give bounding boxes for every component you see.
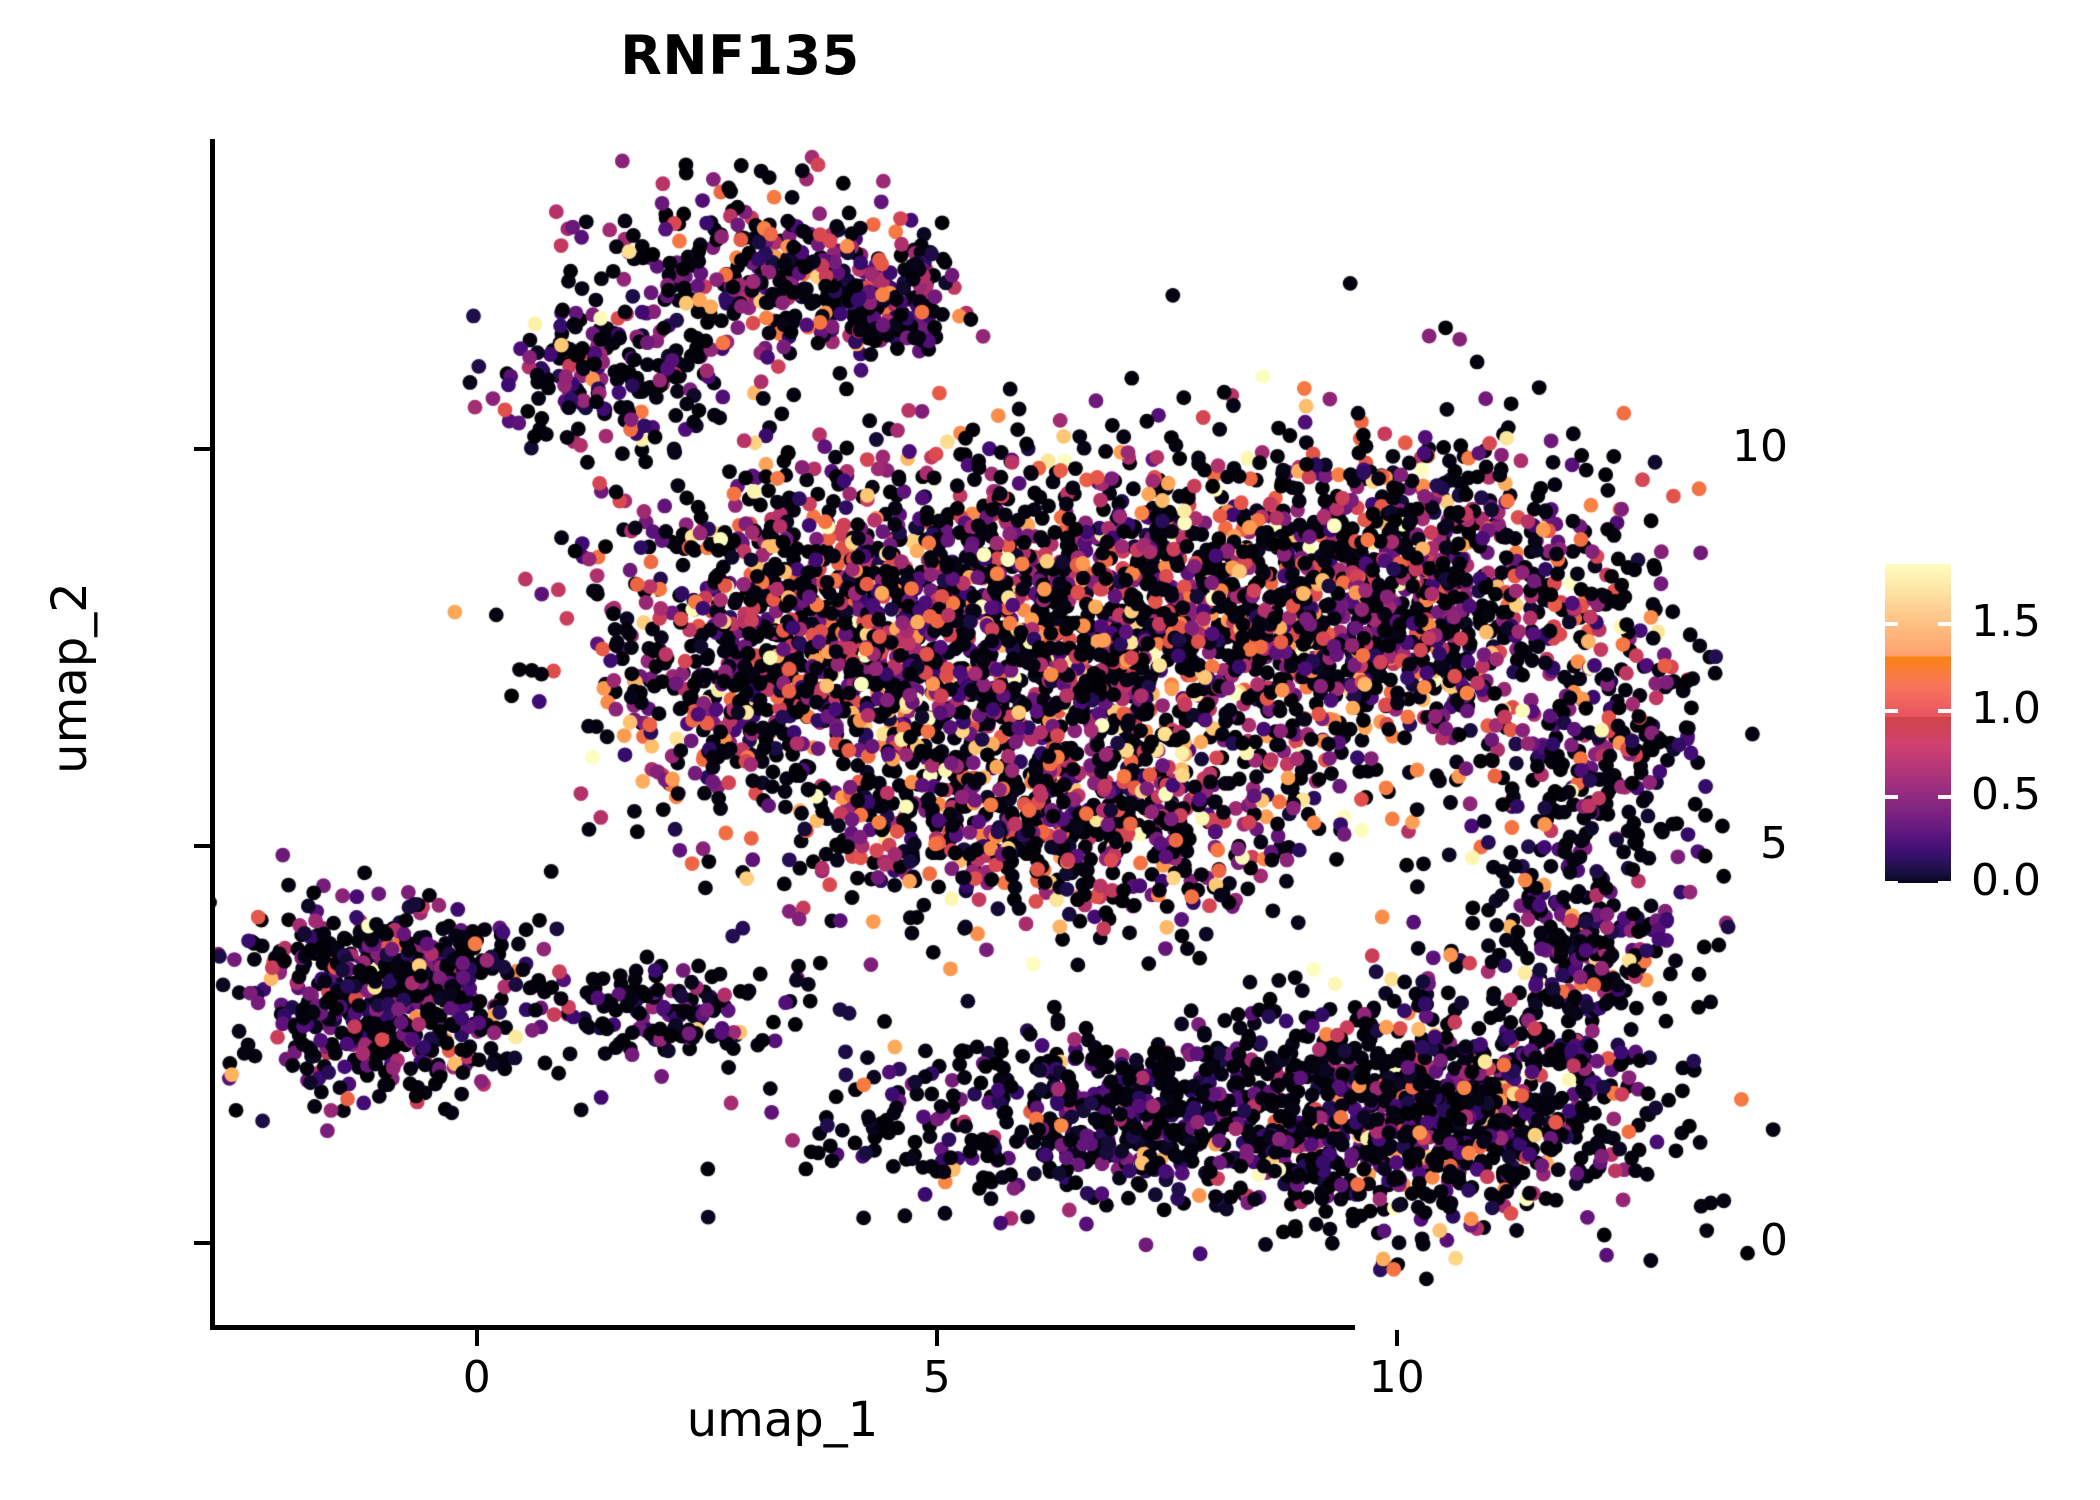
y-tick-label: 0: [1760, 1214, 1788, 1266]
y-tick-label: 10: [1732, 421, 1788, 473]
colorbar-gradient: [1885, 564, 1951, 883]
colorbar-tick-label: 0.5: [1971, 768, 2041, 820]
page-title: RNF135: [620, 24, 860, 87]
colorbar-tick-right: [1938, 708, 1951, 713]
x-tick-mark: [474, 1330, 479, 1346]
colorbar-tick-right: [1938, 881, 1951, 885]
x-axis-label: umap_1: [686, 1392, 879, 1448]
x-tick-mark: [934, 1330, 939, 1346]
colorbar-tick-left: [1885, 881, 1898, 885]
x-tick-mark: [1394, 1330, 1399, 1346]
colorbar-tick-left: [1885, 622, 1898, 627]
colorbar-tick-label: 0.0: [1971, 855, 2041, 906]
scatter-plot-canvas: [210, 140, 1820, 1330]
y-tick-mark: [194, 844, 210, 849]
x-tick-label: 0: [462, 1352, 491, 1403]
colorbar-tick-mark: [1885, 794, 1951, 799]
colorbar-tick-mark: [1885, 622, 1951, 627]
colorbar-tick-mark: [1885, 881, 1951, 885]
y-tick-mark: [194, 447, 210, 452]
colorbar-tick-mark: [1885, 708, 1951, 713]
y-tick-label: 5: [1760, 818, 1788, 870]
x-tick-label: 5: [922, 1352, 951, 1403]
plot-axes: 0 5 10 0 5 10: [194, 139, 1820, 1400]
colorbar-tick-left: [1885, 794, 1898, 799]
colorbar-tick-right: [1938, 622, 1951, 627]
colorbar-tick-label: 1.5: [1971, 596, 2041, 648]
y-axis-label: umap_2: [42, 582, 98, 774]
colorbar-tick-right: [1938, 794, 1951, 799]
y-axis-spine: [210, 139, 215, 1325]
x-tick-label: 10: [1368, 1352, 1425, 1403]
colorbar-tick-left: [1885, 708, 1898, 713]
x-axis-spine: [210, 1325, 1355, 1330]
colorbar: 0.0 0.5 1.0 1.5: [1885, 564, 2085, 903]
colorbar-tick-label: 1.0: [1971, 682, 2041, 734]
y-tick-mark: [194, 1240, 210, 1245]
